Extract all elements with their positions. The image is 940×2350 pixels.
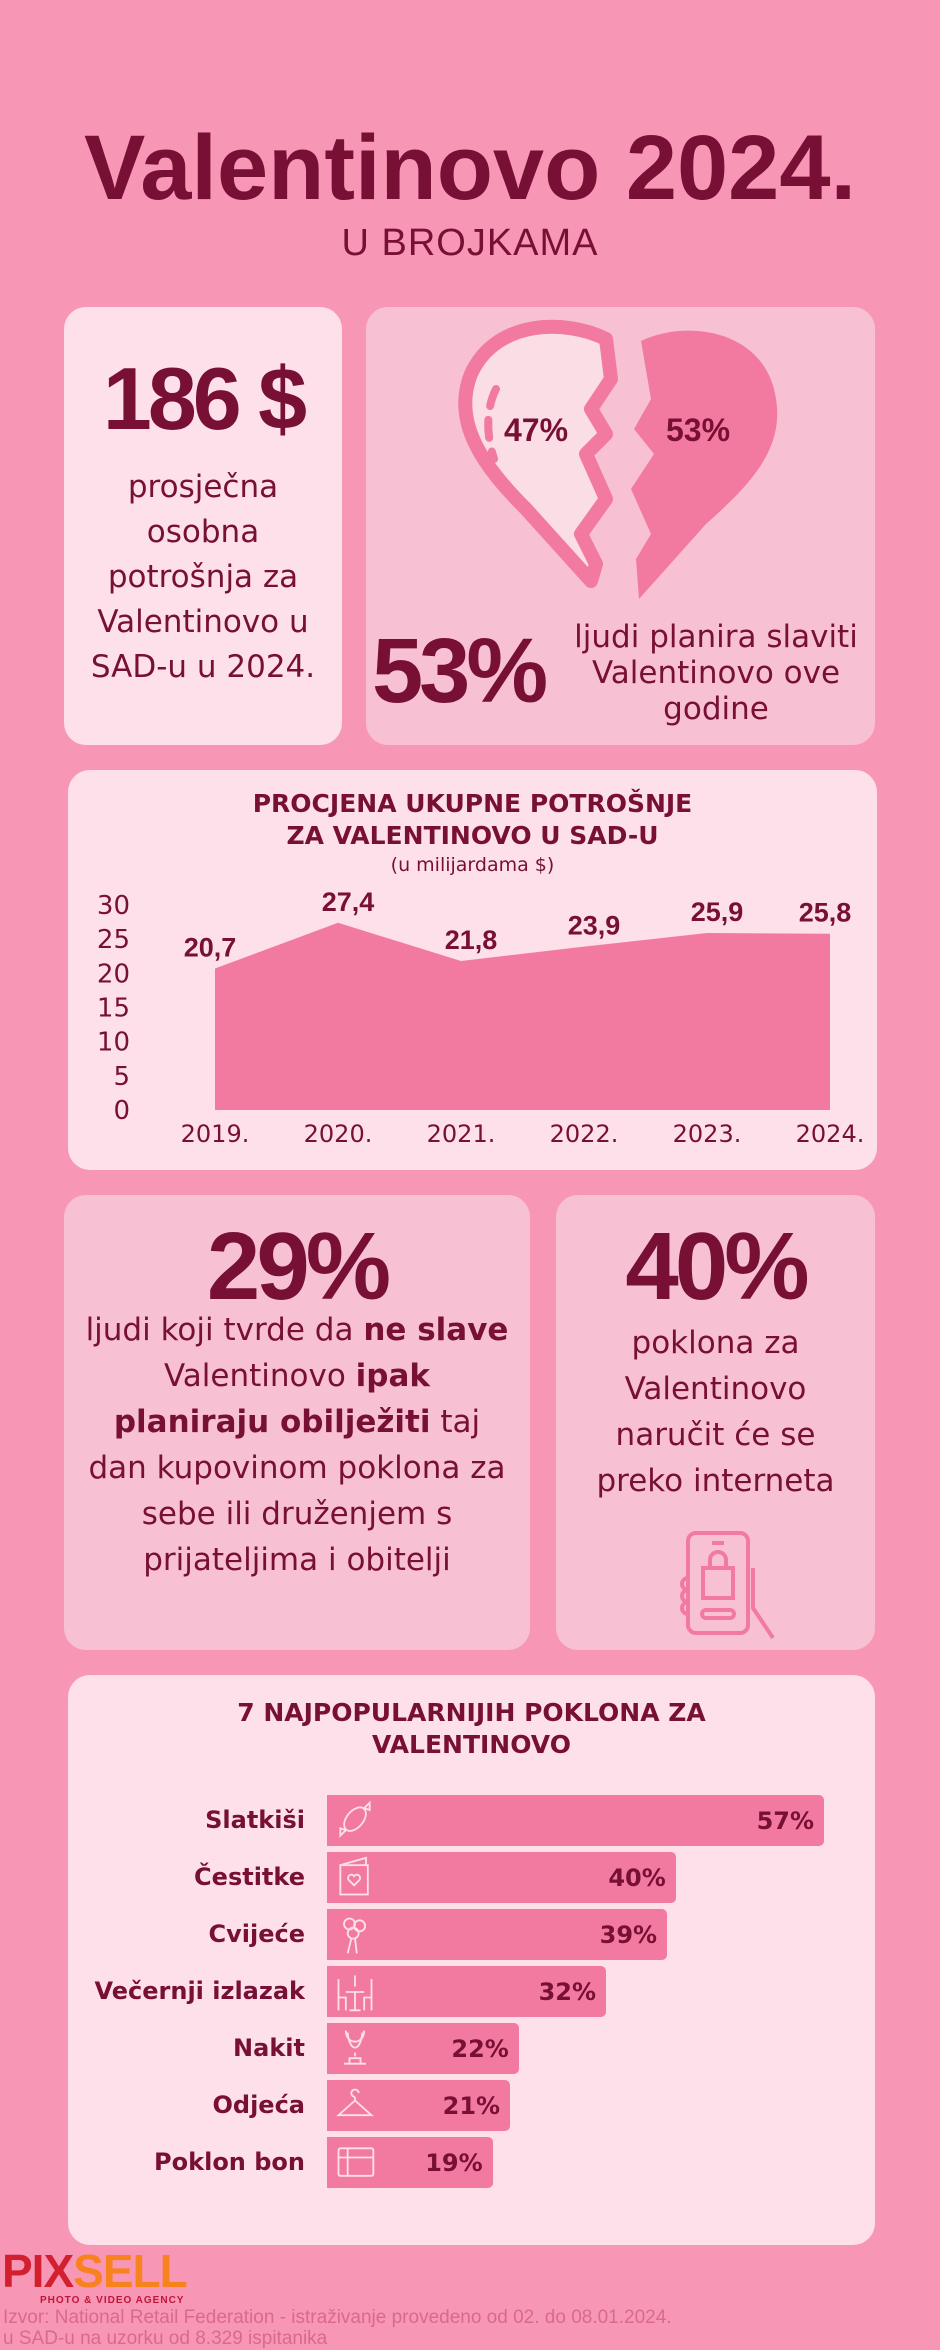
chart-subtitle: (u milijardama $) [390,854,555,876]
page-title: Valentinovo 2024. [83,117,857,219]
spending-chart-card: PROCJENA UKUPNE POTROŠNJE ZA VALENTINOVO… [68,770,877,1170]
celebrate-value: 53% [372,620,548,722]
celebrate-text: ljudi planira slaviti Valentinovo ove go… [574,619,858,727]
text-segment: ne slave [363,1312,509,1348]
area-series [215,922,830,1110]
spending-text: prosječna osobna potrošnja za Valentinov… [90,469,316,685]
online-value: 40% [625,1213,809,1320]
text-segment: Valentinovo [163,1358,356,1394]
broken-heart-icon [458,319,778,599]
gifts-chart-card: 7 NAJPOPULARNIJIH POKLONA ZA VALENTINOVO [68,1675,875,2245]
gifts-title-line1: 7 NAJPOPULARNIJIH POKLONA ZA [237,1698,706,1727]
text-segment: ljudi koji tvrde da [85,1312,364,1348]
not-celebrating-text: ljudi koji tvrde da ne slave Valentinovo… [84,1307,510,1583]
source-note: Izvor: National Retail Federation - istr… [3,2307,933,2349]
y-tick-label: 15 [97,994,130,1024]
heart-right-value: 53% [666,412,731,448]
y-tick-label: 25 [97,925,130,955]
area-chart: 0 5 10 15 20 25 30 2019. 2020. 2021. 2022. 2023. 202… [97,887,865,1148]
x-tick-label: 2022. [550,1120,619,1148]
x-tick-label: 2019. [181,1120,250,1148]
data-label: 20,7 [184,933,237,963]
page-subtitle: U BROJKAMA [341,222,599,264]
data-label: 27,4 [322,887,375,917]
data-label: 23,9 [568,911,621,941]
chart-title-line2: ZA VALENTINOVO U SAD-U [286,821,659,850]
heart-left-value: 47% [504,412,569,448]
not-celebrating-value: 29% [206,1213,391,1320]
y-tick-label: 5 [113,1062,130,1092]
data-label: 25,8 [799,898,852,928]
not-celebrating-card: 29% ljudi koji tvrde da ne slave Valenti… [64,1195,530,1650]
text-segment: ipak planiraju obilježiti [113,1358,431,1440]
x-tick-label: 2021. [427,1120,496,1148]
x-tick-label: 2023. [673,1120,742,1148]
data-label: 25,9 [691,897,744,927]
y-tick-label: 10 [97,1028,130,1058]
source-line-2: u SAD-u na uzorku od 8.329 ispitanika [3,2328,328,2349]
online-card: 40% poklona za Valentinovo naručit će se… [556,1195,875,1650]
pixsell-logo: PIXSELL [2,2245,188,2297]
logo-subtitle: PHOTO & VIDEO AGENCY [40,2295,185,2306]
text-segment: taj dan kupovinom poklona za sebe ili dr… [88,1404,506,1578]
chart-title-line1: PROCJENA UKUPNE POTROŠNJE [252,789,693,818]
online-text: poklona za Valentinovo naručit će se pre… [596,1325,835,1499]
spending-value: 186 $ [102,349,307,448]
celebrate-card: 47% 53% 53% ljudi planira slaviti Valent… [366,307,875,745]
phone-shopping-icon [680,1531,775,1640]
y-tick-label: 0 [113,1096,130,1126]
source-line-1: Izvor: National Retail Federation - istr… [3,2307,672,2328]
y-tick-label: 30 [97,891,130,921]
gifts-title-line2: VALENTINOVO [372,1730,571,1759]
data-label: 21,8 [445,925,498,955]
spending-card: 186 $ prosječna osobna potrošnja za Vale… [64,307,342,745]
x-tick-label: 2024. [796,1120,865,1148]
x-tick-label: 2020. [304,1120,373,1148]
y-tick-label: 20 [97,959,130,989]
